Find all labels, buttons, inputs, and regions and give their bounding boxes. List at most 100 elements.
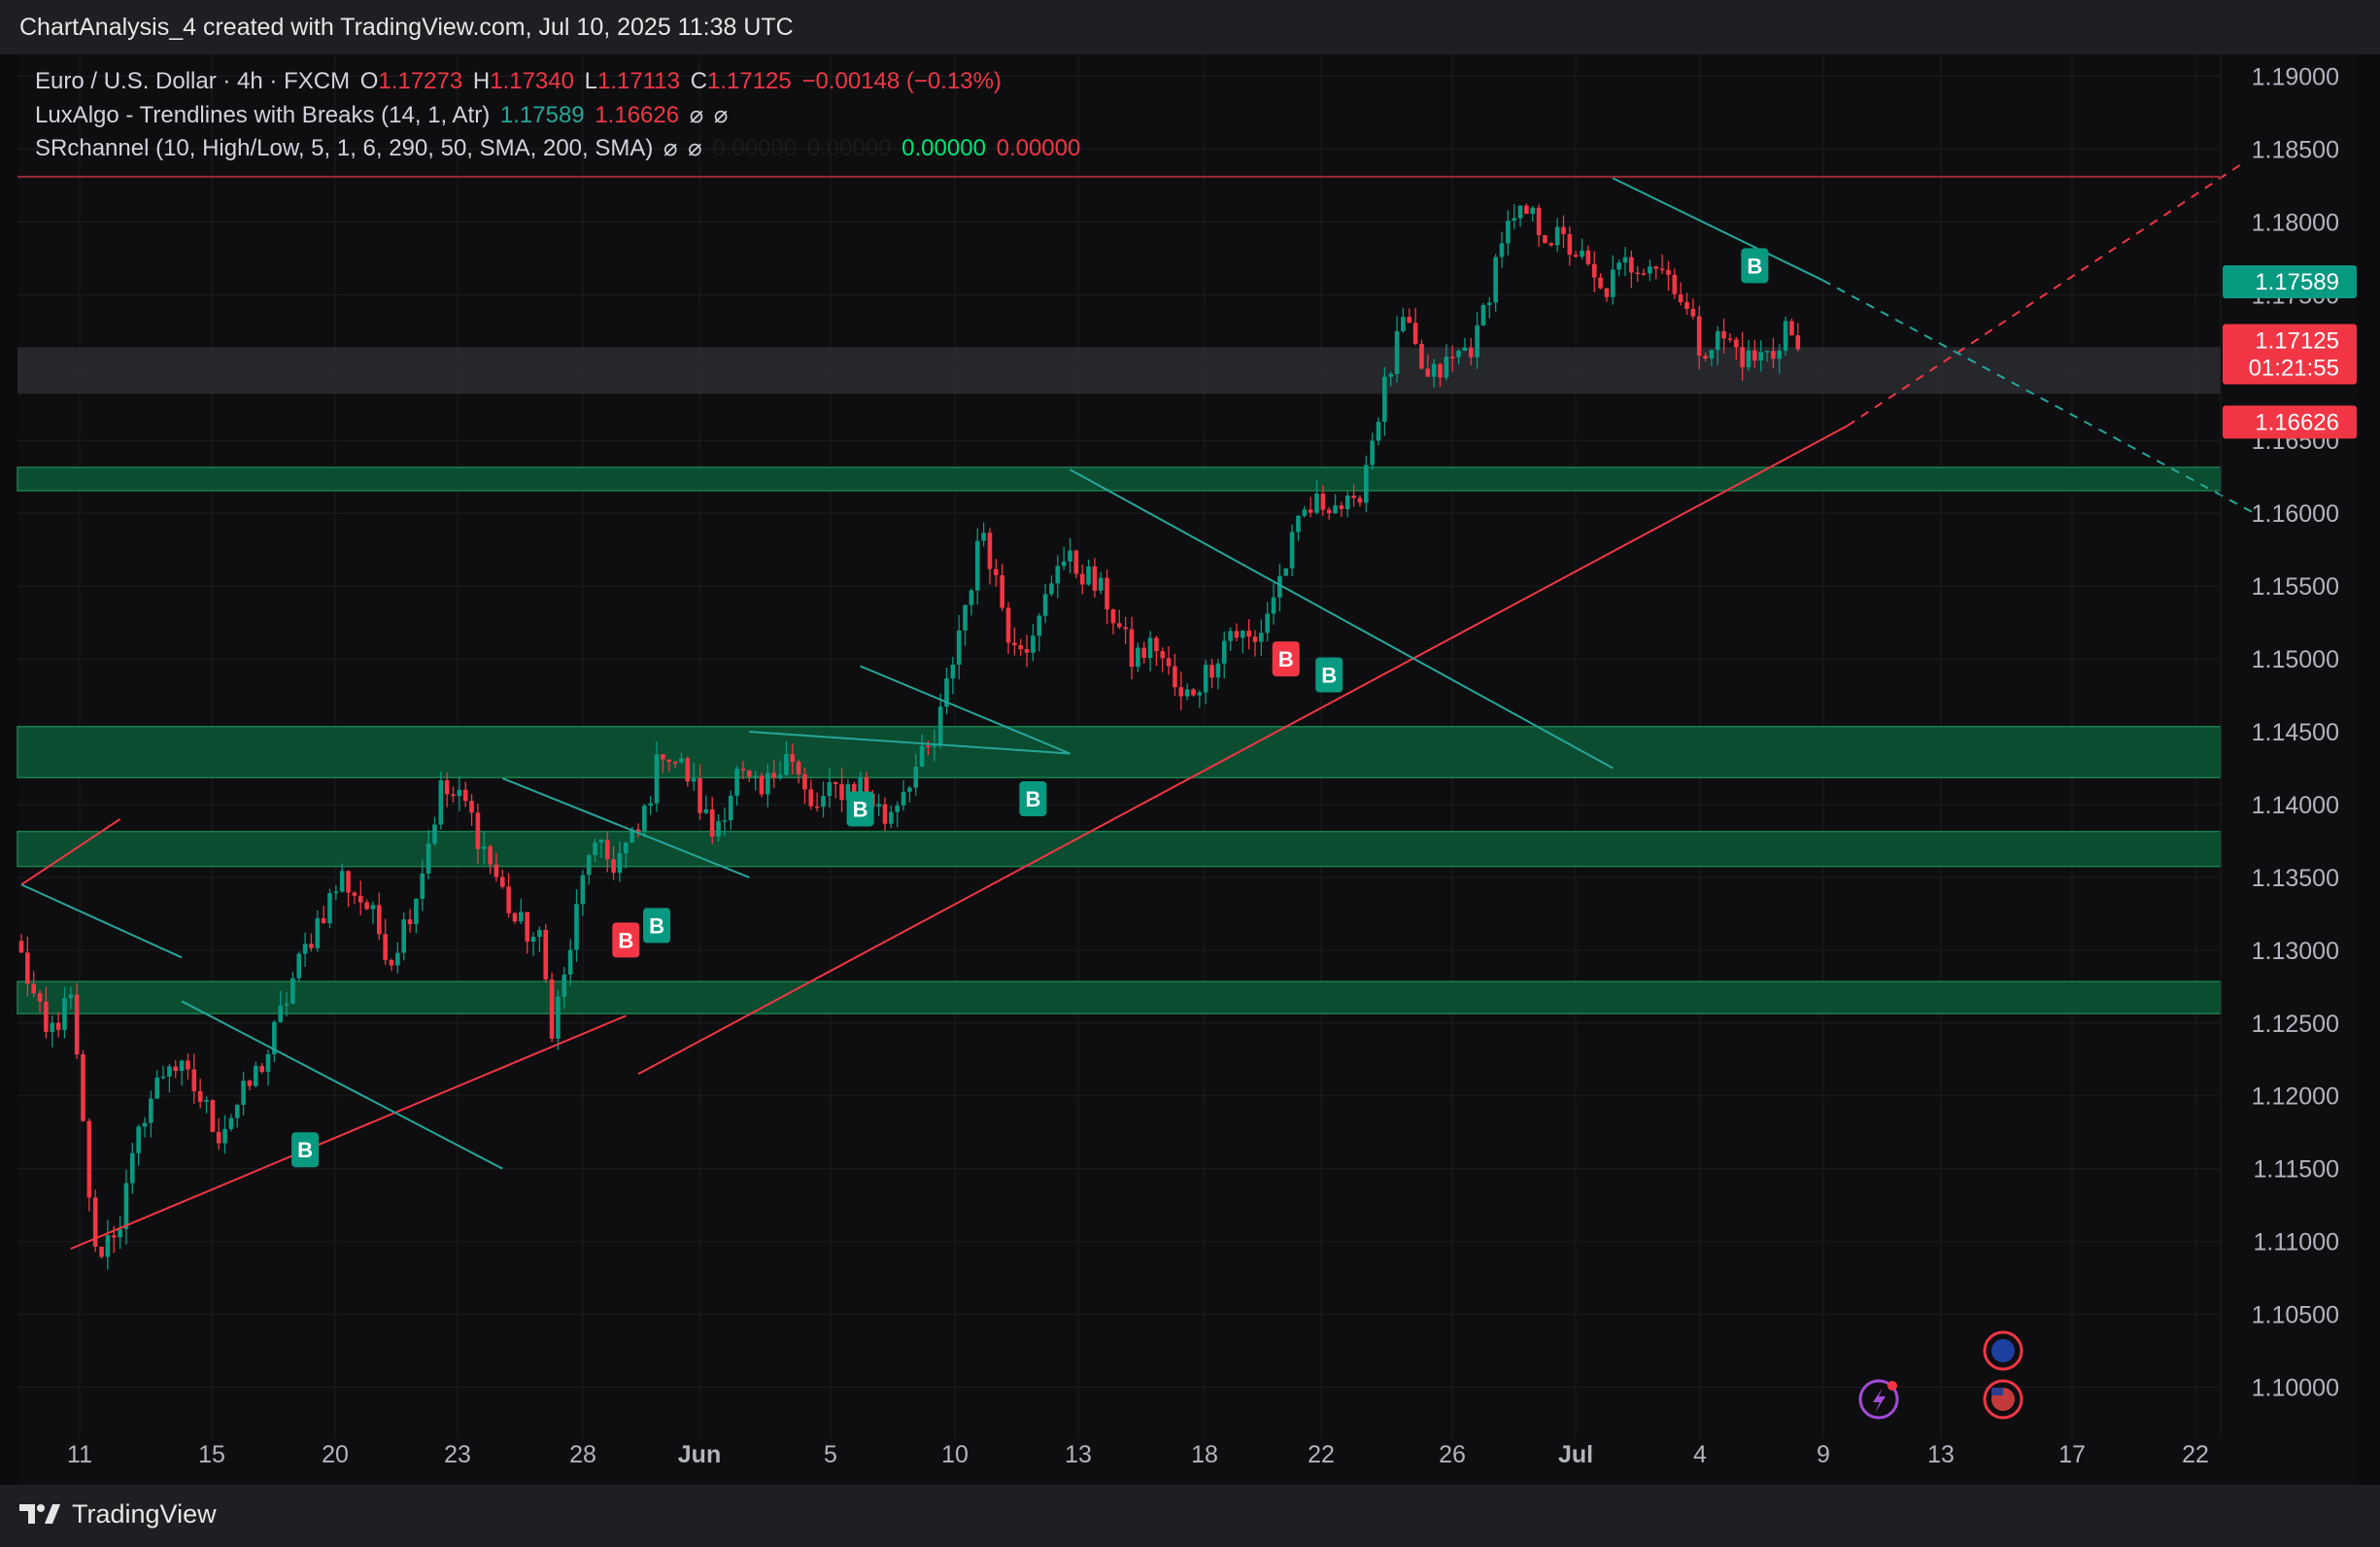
candle-body — [123, 1183, 129, 1229]
candle-body — [1394, 330, 1400, 375]
candle-body — [1622, 257, 1628, 263]
candle-body — [401, 919, 406, 953]
breakout-signal-badge[interactable] — [612, 922, 640, 958]
breakout-signal-badge[interactable] — [846, 791, 874, 827]
indicator-2-value-2: 0.00000 — [806, 135, 892, 161]
candle-body — [31, 983, 36, 994]
candle-body — [561, 974, 567, 997]
candle-body — [1209, 665, 1214, 678]
candle-body — [191, 1069, 197, 1091]
candle-body — [1068, 550, 1072, 562]
candle-body — [346, 871, 351, 893]
price-axis-label: 1.10000 — [2252, 1375, 2339, 1402]
candle-body — [549, 979, 555, 1039]
candle-body — [1117, 623, 1122, 628]
candle-body — [1795, 335, 1801, 350]
candle-body — [648, 803, 653, 807]
indicator-1-value-lower: 1.16626 — [595, 102, 680, 128]
candle-body — [1653, 266, 1659, 269]
notification-dot — [1887, 1381, 1897, 1391]
candle-body — [241, 1081, 246, 1105]
candle-body — [1487, 302, 1492, 305]
breakout-signal-badge[interactable] — [1741, 248, 1769, 284]
breakout-signal-badge[interactable] — [1315, 657, 1343, 693]
candle-body — [493, 864, 499, 877]
candle-body — [969, 590, 974, 605]
candle-body — [247, 1081, 253, 1086]
candle-body — [703, 808, 709, 813]
legend-indicator-2[interactable]: SRchannel (10, High/Low, 5, 1, 6, 290, 5… — [35, 134, 1084, 162]
candle-body — [709, 808, 715, 837]
candle-body — [1042, 594, 1048, 616]
candle-body — [284, 1003, 289, 1006]
candle-body — [1641, 273, 1647, 275]
breakout-signal-label: B — [649, 913, 664, 938]
candle-body — [1173, 666, 1177, 688]
time-axis-label: 9 — [1817, 1441, 1830, 1468]
price-axis-label: 1.15000 — [2252, 646, 2339, 673]
candle-body — [210, 1100, 216, 1132]
tradingview-logo[interactable]: TradingView — [19, 1498, 217, 1530]
candle-body — [1283, 567, 1289, 576]
candle-body — [309, 944, 314, 948]
price-axis-label: 1.11500 — [2253, 1156, 2339, 1184]
candle-body — [1449, 357, 1455, 359]
candle-body — [1382, 376, 1387, 423]
breakout-signal-badge[interactable] — [1272, 641, 1300, 677]
resistance-trendline — [181, 1000, 503, 1170]
candle-body — [1771, 351, 1776, 360]
candle-body — [1493, 257, 1498, 303]
candle-body — [1734, 339, 1739, 348]
candle-body — [1709, 350, 1715, 360]
breakout-signal-badge[interactable] — [1019, 780, 1047, 816]
price-axis-label: 1.14500 — [2252, 719, 2339, 746]
candle-body — [1696, 316, 1702, 357]
candle-body — [1456, 351, 1461, 358]
price-tag-value: 1.17589 — [2255, 269, 2339, 295]
lightning-icon — [1873, 1388, 1886, 1413]
candle-body — [290, 978, 295, 1004]
candle-body — [833, 781, 838, 784]
us-flag-canton — [1991, 1388, 2003, 1395]
legend-open-label: O — [359, 68, 379, 94]
legend-open-value: 1.17273 — [378, 68, 463, 94]
resistance-trendline — [860, 665, 1071, 755]
candle-body — [1512, 218, 1516, 222]
sr-zone — [17, 466, 2222, 492]
indicator-2-value-1: 0.00000 — [712, 135, 798, 161]
indicator-2-name[interactable]: SRchannel (10, High/Low, 5, 1, 6, 290, 5… — [35, 135, 654, 161]
candle-body — [734, 769, 739, 796]
current-sr-zone — [17, 347, 2221, 395]
candle-body — [1554, 226, 1560, 246]
candle-body — [864, 776, 869, 794]
candle-body — [204, 1100, 209, 1102]
legend-symbol[interactable]: Euro / U.S. Dollar · 4h · FXCM — [35, 68, 351, 94]
candle-body — [1783, 321, 1788, 351]
candle-body — [1388, 374, 1393, 377]
breakout-signal-badge[interactable] — [291, 1132, 320, 1168]
candle-body — [784, 754, 789, 775]
candle-body — [821, 796, 826, 808]
candle-body — [74, 994, 80, 1055]
candle-body — [315, 917, 321, 948]
candle-body — [926, 745, 931, 748]
candle-body — [111, 1235, 117, 1238]
candle-body — [389, 959, 394, 966]
breakout-signal-badge[interactable] — [643, 908, 671, 944]
candle-body — [765, 773, 770, 795]
indicator-1-name[interactable]: LuxAlgo - Trendlines with Breaks (14, 1,… — [35, 102, 491, 128]
candle-body — [666, 759, 672, 762]
candle-body — [1000, 575, 1004, 608]
candle-body — [1407, 317, 1412, 324]
candle-body — [216, 1131, 221, 1144]
candle-body — [1764, 351, 1770, 353]
candle-body — [1648, 266, 1652, 274]
candle-body — [1110, 609, 1116, 624]
candle-body — [1591, 263, 1597, 278]
legend-change: −0.00148 (−0.13%) — [801, 68, 1002, 94]
legend-indicator-1[interactable]: LuxAlgo - Trendlines with Breaks (14, 1,… — [35, 101, 731, 129]
candle-body — [1573, 255, 1579, 258]
sr-zone — [17, 830, 2222, 868]
candle-body — [691, 778, 697, 782]
